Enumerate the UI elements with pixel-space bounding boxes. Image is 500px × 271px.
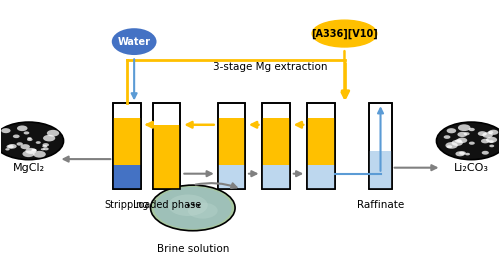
Circle shape [465,153,470,156]
Bar [307,118,334,165]
Bar [114,118,140,165]
Circle shape [42,143,49,147]
Circle shape [469,141,475,145]
Circle shape [488,131,494,134]
Circle shape [488,130,498,135]
Bar [370,103,392,189]
Circle shape [482,132,493,138]
Circle shape [478,131,487,136]
Bar [153,125,180,189]
Text: Brine solution: Brine solution [156,244,229,254]
Ellipse shape [112,28,156,55]
Circle shape [43,135,56,141]
Bar [307,103,334,189]
Bar [307,165,334,189]
Circle shape [47,130,59,137]
Circle shape [20,144,30,149]
Circle shape [33,151,46,158]
Bar [114,165,140,189]
Circle shape [168,195,207,216]
Circle shape [26,148,36,154]
Circle shape [8,144,16,149]
Bar [262,165,290,189]
Circle shape [27,138,32,141]
Circle shape [458,132,467,137]
Circle shape [41,148,45,150]
Circle shape [486,137,497,143]
Circle shape [464,132,469,135]
Circle shape [457,138,468,143]
Circle shape [31,149,36,152]
Ellipse shape [312,20,377,47]
Bar [218,103,245,189]
Circle shape [28,137,32,140]
Bar [370,103,392,189]
Circle shape [459,151,466,155]
Circle shape [456,151,465,156]
Circle shape [446,128,456,133]
Circle shape [490,145,494,147]
Bar [218,165,245,189]
Circle shape [1,128,11,133]
Circle shape [446,145,452,148]
Text: Stripping: Stripping [105,200,149,210]
Circle shape [489,140,494,143]
Text: [A336][V10]: [A336][V10] [311,28,378,39]
Circle shape [150,185,235,231]
Bar [262,103,290,189]
Bar [114,103,140,189]
Circle shape [43,147,49,150]
Bar [153,103,180,189]
Text: Loaded phase: Loaded phase [132,200,201,210]
Text: Raffinate: Raffinate [357,200,404,210]
Circle shape [22,151,34,157]
Circle shape [32,149,36,151]
Bar [153,103,180,189]
Circle shape [16,142,23,146]
Circle shape [436,122,500,160]
Circle shape [17,125,28,131]
Bar [262,103,290,189]
Circle shape [468,128,475,131]
Circle shape [188,202,218,219]
Circle shape [446,142,458,149]
Text: 3-stage Mg extraction: 3-stage Mg extraction [212,62,327,72]
Bar [370,150,392,189]
Circle shape [0,122,64,160]
Circle shape [6,148,10,150]
Circle shape [444,135,450,139]
Circle shape [6,145,14,149]
Circle shape [24,131,30,134]
Circle shape [455,139,462,143]
Circle shape [481,139,490,143]
Text: MgCl₂: MgCl₂ [12,163,45,173]
Circle shape [13,134,20,138]
Circle shape [452,140,463,146]
Text: Water: Water [118,37,150,47]
Bar [262,118,290,165]
Bar [218,118,245,165]
Circle shape [458,124,470,131]
Bar [307,103,334,189]
Text: Li₂CO₃: Li₂CO₃ [454,163,489,173]
Bar [114,103,140,189]
Circle shape [36,141,41,144]
Bar [218,103,245,189]
Circle shape [42,145,47,148]
Circle shape [482,151,489,155]
Circle shape [154,187,232,229]
